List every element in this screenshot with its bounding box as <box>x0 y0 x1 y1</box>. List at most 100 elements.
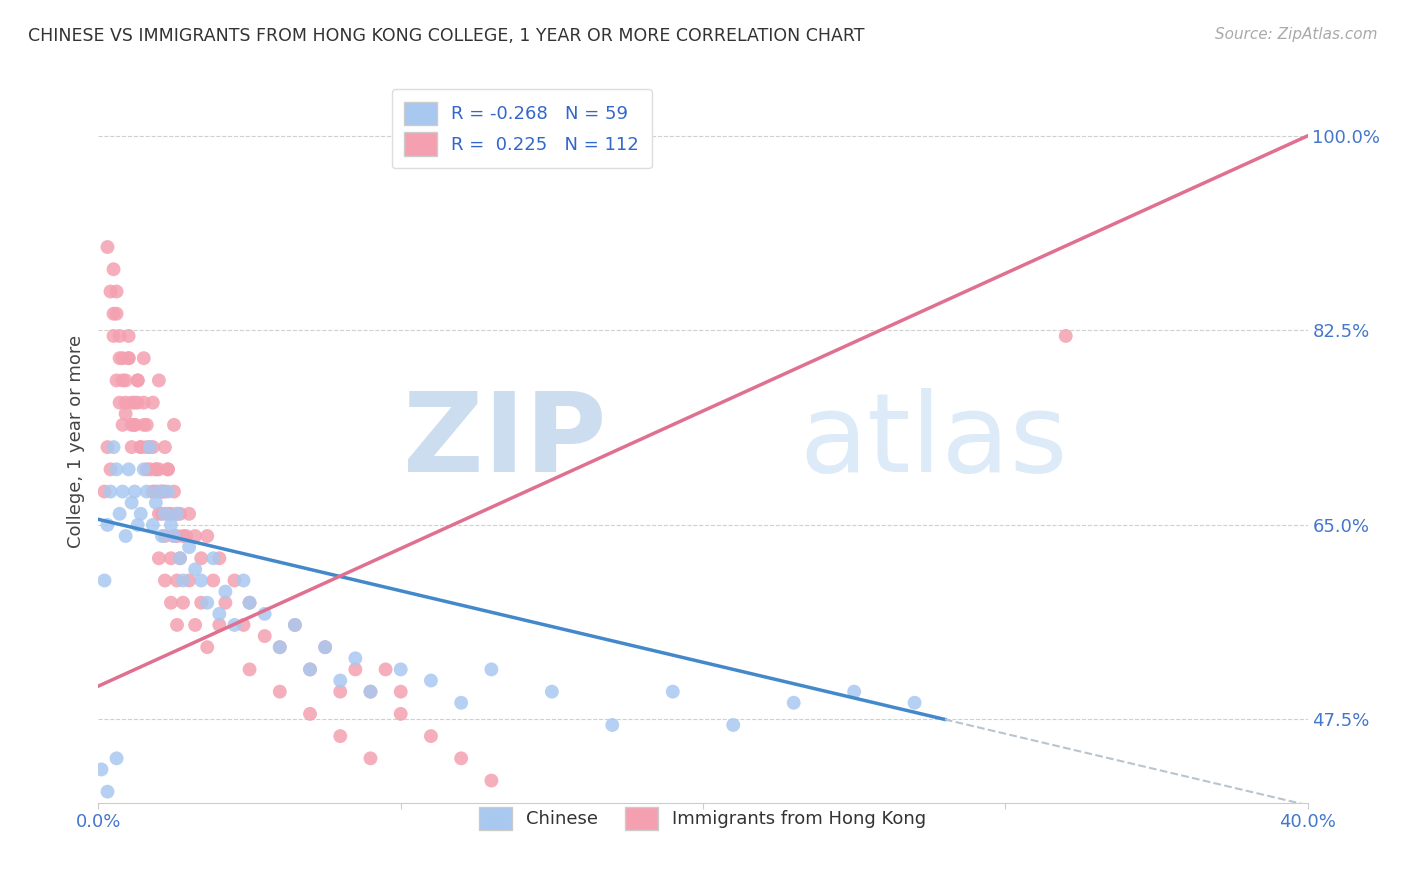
Point <box>239 596 262 610</box>
Point <box>153 574 176 588</box>
Point <box>269 640 291 655</box>
Point <box>202 551 225 566</box>
Point <box>163 529 186 543</box>
Point <box>329 729 352 743</box>
Point <box>93 574 115 588</box>
Point <box>129 440 152 454</box>
Point <box>153 484 176 499</box>
Point <box>269 684 291 698</box>
Point <box>169 507 191 521</box>
Point <box>108 507 131 521</box>
Point <box>184 618 207 632</box>
Text: CHINESE VS IMMIGRANTS FROM HONG KONG COLLEGE, 1 YEAR OR MORE CORRELATION CHART: CHINESE VS IMMIGRANTS FROM HONG KONG COL… <box>28 27 865 45</box>
Point <box>108 351 131 366</box>
Point <box>450 751 472 765</box>
Point <box>156 484 179 499</box>
Point <box>148 484 170 499</box>
Point <box>904 696 927 710</box>
Point <box>344 662 367 676</box>
Point <box>96 785 118 799</box>
Point <box>148 462 170 476</box>
Point <box>299 662 322 676</box>
Point <box>142 440 165 454</box>
Point <box>184 562 207 576</box>
Point <box>127 373 149 387</box>
Point <box>190 551 212 566</box>
Point <box>360 684 382 698</box>
Point <box>135 484 157 499</box>
Point <box>121 440 143 454</box>
Point <box>481 662 503 676</box>
Point <box>118 329 141 343</box>
Point <box>132 351 155 366</box>
Point <box>93 484 115 499</box>
Point <box>121 395 143 409</box>
Point <box>105 373 128 387</box>
Point <box>723 718 745 732</box>
Point <box>127 517 149 532</box>
Point <box>344 651 367 665</box>
Point <box>105 751 128 765</box>
Point <box>374 662 396 676</box>
Point <box>253 607 276 621</box>
Point <box>105 285 128 299</box>
Point <box>139 440 162 454</box>
Point <box>148 507 170 521</box>
Point <box>105 462 128 476</box>
Point <box>172 574 194 588</box>
Point <box>195 596 218 610</box>
Point <box>329 684 352 698</box>
Point <box>103 262 125 277</box>
Point <box>150 507 173 521</box>
Point <box>145 484 167 499</box>
Point <box>100 484 122 499</box>
Point <box>114 373 136 387</box>
Point <box>214 584 236 599</box>
Point <box>208 551 231 566</box>
Point <box>420 729 443 743</box>
Point <box>150 529 173 543</box>
Point <box>239 662 262 676</box>
Point <box>166 529 188 543</box>
Point <box>142 484 165 499</box>
Text: atlas: atlas <box>800 388 1069 495</box>
Point <box>90 763 112 777</box>
Legend: Chinese, Immigrants from Hong Kong: Chinese, Immigrants from Hong Kong <box>472 799 934 837</box>
Point <box>224 618 246 632</box>
Point <box>160 596 183 610</box>
Point <box>100 285 122 299</box>
Point <box>153 507 176 521</box>
Point <box>153 529 176 543</box>
Point <box>118 462 141 476</box>
Point <box>145 496 167 510</box>
Point <box>169 551 191 566</box>
Point <box>450 696 472 710</box>
Point <box>202 574 225 588</box>
Point <box>208 607 231 621</box>
Text: ZIP: ZIP <box>404 388 606 495</box>
Point <box>172 596 194 610</box>
Point <box>232 574 254 588</box>
Point <box>540 684 562 698</box>
Point <box>160 517 183 532</box>
Point <box>172 529 194 543</box>
Point <box>329 673 352 688</box>
Point <box>142 517 165 532</box>
Point <box>103 307 125 321</box>
Point <box>195 529 218 543</box>
Point <box>103 440 125 454</box>
Point <box>132 462 155 476</box>
Point <box>179 507 201 521</box>
Point <box>389 662 412 676</box>
Point <box>166 507 188 521</box>
Point <box>150 484 173 499</box>
Point <box>166 618 188 632</box>
Point <box>148 551 170 566</box>
Point <box>299 662 322 676</box>
Point <box>602 718 624 732</box>
Point <box>166 574 188 588</box>
Point <box>111 351 134 366</box>
Point <box>163 417 186 432</box>
Point <box>156 507 179 521</box>
Point <box>111 484 134 499</box>
